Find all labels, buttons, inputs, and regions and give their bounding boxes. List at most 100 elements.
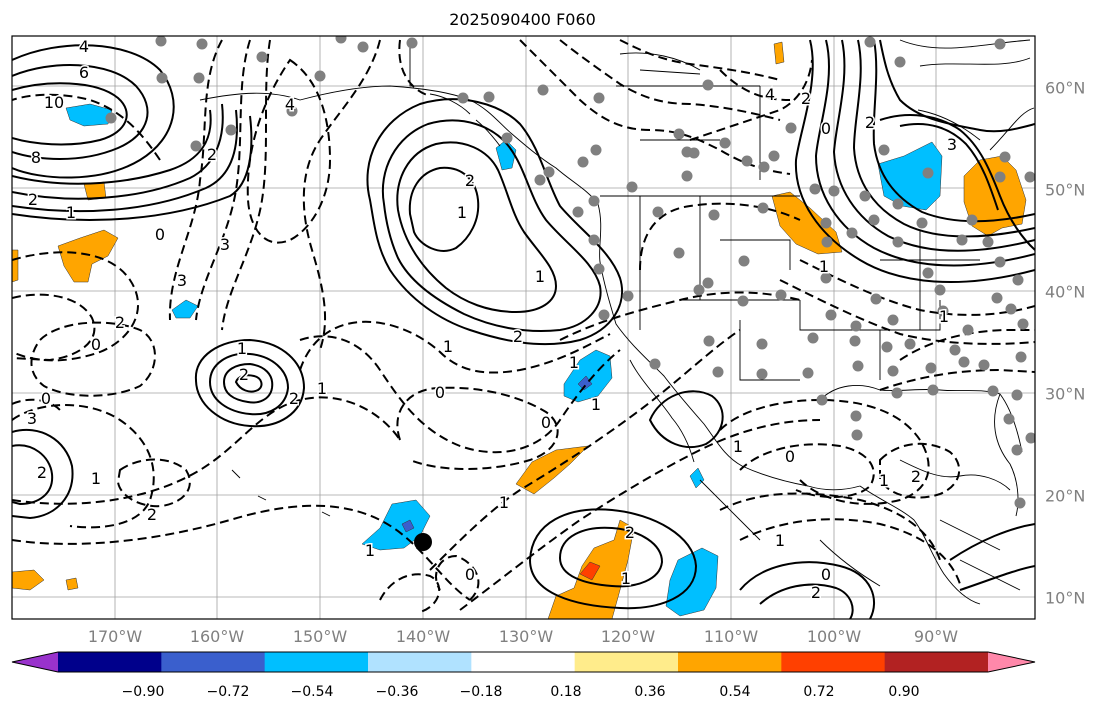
colorbar-segment [781,652,886,672]
colorbar-segment [884,652,989,672]
shaded-region [65,577,79,591]
contour-label: 3 [177,271,187,290]
lon-label: 110°W [703,627,759,646]
contour-label: 0 [465,565,475,584]
contour-label: 2 [865,113,875,132]
contour-label: 2 [207,145,217,164]
contour-label: 0 [541,413,551,432]
contour-label: 4 [79,37,89,56]
contour-label: 2 [115,313,125,332]
colorbar-segment [368,652,472,672]
contour-label: 1 [591,395,601,414]
contour-label: 1 [457,203,467,222]
colorbar-segment [471,652,576,672]
contour-label: 1 [66,203,76,222]
storm-marker [414,533,432,551]
contour-label: 0 [821,565,831,584]
lon-label: 160°W [189,627,245,646]
colorbar-segment [58,652,162,672]
colorbar-segment [12,652,58,672]
contour-label: 2 [911,467,921,486]
station-markers [105,36,1035,509]
shaded-region [12,249,19,283]
contour-label: 1 [237,339,247,358]
map-frame [11,35,1036,620]
colorbar-tick-label: 0.90 [888,684,920,700]
contour-label: 2 [801,89,811,108]
colorbar-segment [678,652,782,672]
colorbar-tick-label: 0.72 [803,684,835,700]
contour-label: 2 [625,523,635,542]
contour-label: 2 [513,327,523,346]
contour-label: 2 [239,365,249,384]
contour-label: 10 [44,93,64,112]
shaded-region [773,41,785,65]
dashed-contours [12,39,1035,613]
lon-label: 130°W [498,627,554,646]
contour-label: 3 [220,235,230,254]
lat-label: 60°N [1045,78,1086,98]
colorbar-outline [11,651,1036,673]
shaded-region [579,561,601,581]
lat-label: 50°N [1045,180,1086,200]
solid-contours [12,39,1035,619]
shaded-region [361,499,431,551]
contour-label: 0 [41,389,51,408]
contour-label: 1 [443,337,453,356]
contour-label: 1 [775,531,785,550]
contour-label: 1 [317,379,327,398]
lon-label: 150°W [292,627,348,646]
colorbar-segment [574,652,679,672]
contour-label: 0 [785,447,795,466]
contour-label: 1 [733,437,743,456]
shaded-region [563,349,613,403]
lat-label: 30°N [1045,384,1086,404]
contour-label: 2 [147,505,157,524]
lon-label: 90°W [913,627,959,646]
colorbar-tick-label: −0.18 [459,684,503,700]
colorbar-segment [161,652,266,672]
contour-label: 1 [569,353,579,372]
colorbar-tick-label: −0.54 [290,684,334,700]
lon-label: 120°W [600,627,656,646]
contour-label: 2 [37,463,47,482]
contour-label: 4 [765,85,775,104]
shaded-region [689,467,705,489]
colorbar-tick-label: 0.54 [719,684,751,700]
contour-label: 3 [27,409,37,428]
contour-label: 1 [499,493,509,512]
lon-label: 170°W [87,627,143,646]
contour-label: 1 [365,541,375,560]
contour-label: 0 [155,225,165,244]
colorbar-tick-label: −0.72 [206,684,250,700]
shaded-region [401,519,415,533]
colorbar-tick-label: 0.18 [550,684,582,700]
contour-label: 1 [621,569,631,588]
lon-label: 100°W [806,627,862,646]
contour-label: 2 [465,171,475,190]
contour-label: 2 [28,190,38,209]
map-title: 2025090400 F060 [449,10,596,29]
lat-label: 10°N [1045,588,1086,608]
shaded-region [65,103,113,127]
contour-label: 3 [947,135,957,154]
contour-label: 1 [535,267,545,286]
contour-label: 1 [819,257,829,276]
shaded-regions [12,41,1027,619]
contour-label: 2 [811,583,821,602]
contour-label: 4 [285,95,295,114]
contour-label: 2 [289,389,299,408]
shaded-region [57,229,119,283]
shaded-region [171,299,199,319]
contour-label: 0 [435,383,445,402]
lon-label: 140°W [395,627,451,646]
shaded-region [877,141,943,211]
contour-label: 1 [91,469,101,488]
colorbar-tick-label: −0.36 [375,684,419,700]
contour-label: 0 [91,335,101,354]
shaded-region [12,569,45,591]
colorbar-tick-label: −0.90 [121,684,165,700]
contour-label: 6 [79,63,89,82]
